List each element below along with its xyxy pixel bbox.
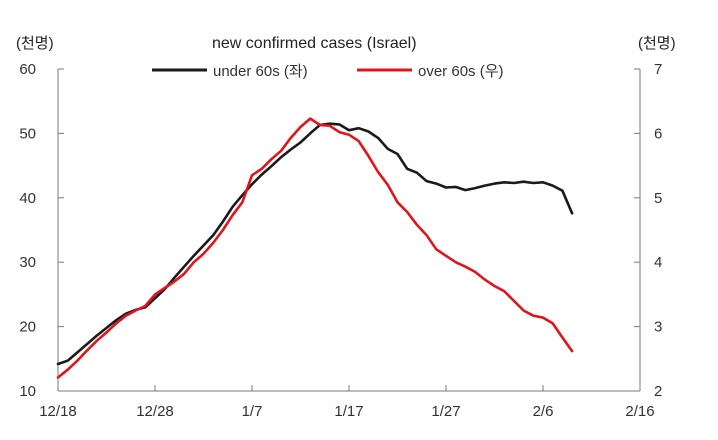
legend: under 60s (좌) over 60s (우) bbox=[152, 63, 504, 80]
legend-label-over-60s: over 60s (우) bbox=[418, 63, 504, 80]
legend-label-under-60s: under 60s (좌) bbox=[213, 63, 308, 80]
y-right-tick-label: 4 bbox=[654, 254, 662, 271]
y-left-tick-label: 50 bbox=[19, 125, 36, 142]
x-tick-label: 1/17 bbox=[334, 403, 363, 420]
x-tick-label: 1/7 bbox=[242, 403, 263, 420]
y-right-tick-label: 2 bbox=[654, 383, 662, 400]
series-line-over-60s bbox=[56, 117, 574, 379]
right-axis-unit: (천명) bbox=[638, 35, 676, 52]
y-left-tick-label: 60 bbox=[19, 61, 36, 78]
axes: 60 50 40 30 20 10 7 6 5 4 3 2 12/18 12/28 1/7 1/17 1/27 2… bbox=[19, 61, 662, 420]
left-axis-unit: (천명) bbox=[16, 35, 54, 52]
y-right-tick-label: 7 bbox=[654, 61, 662, 78]
y-left-tick-label: 20 bbox=[19, 319, 36, 336]
x-tick-label: 2/16 bbox=[625, 403, 654, 420]
chart-title: new confirmed cases (Israel) bbox=[212, 35, 417, 52]
series-layer bbox=[56, 117, 574, 379]
x-tick-label: 1/27 bbox=[431, 403, 460, 420]
y-right-tick-label: 6 bbox=[654, 125, 662, 142]
y-left-tick-label: 10 bbox=[19, 383, 36, 400]
x-tick-label: 12/28 bbox=[136, 403, 174, 420]
series-line-under-60s bbox=[56, 122, 574, 366]
x-tick-label: 12/18 bbox=[39, 403, 77, 420]
y-left-tick-label: 30 bbox=[19, 254, 36, 271]
x-tick-label: 2/6 bbox=[533, 403, 554, 420]
y-right-tick-label: 3 bbox=[654, 319, 662, 336]
y-left-tick-label: 40 bbox=[19, 190, 36, 207]
y-right-tick-label: 5 bbox=[654, 190, 662, 207]
